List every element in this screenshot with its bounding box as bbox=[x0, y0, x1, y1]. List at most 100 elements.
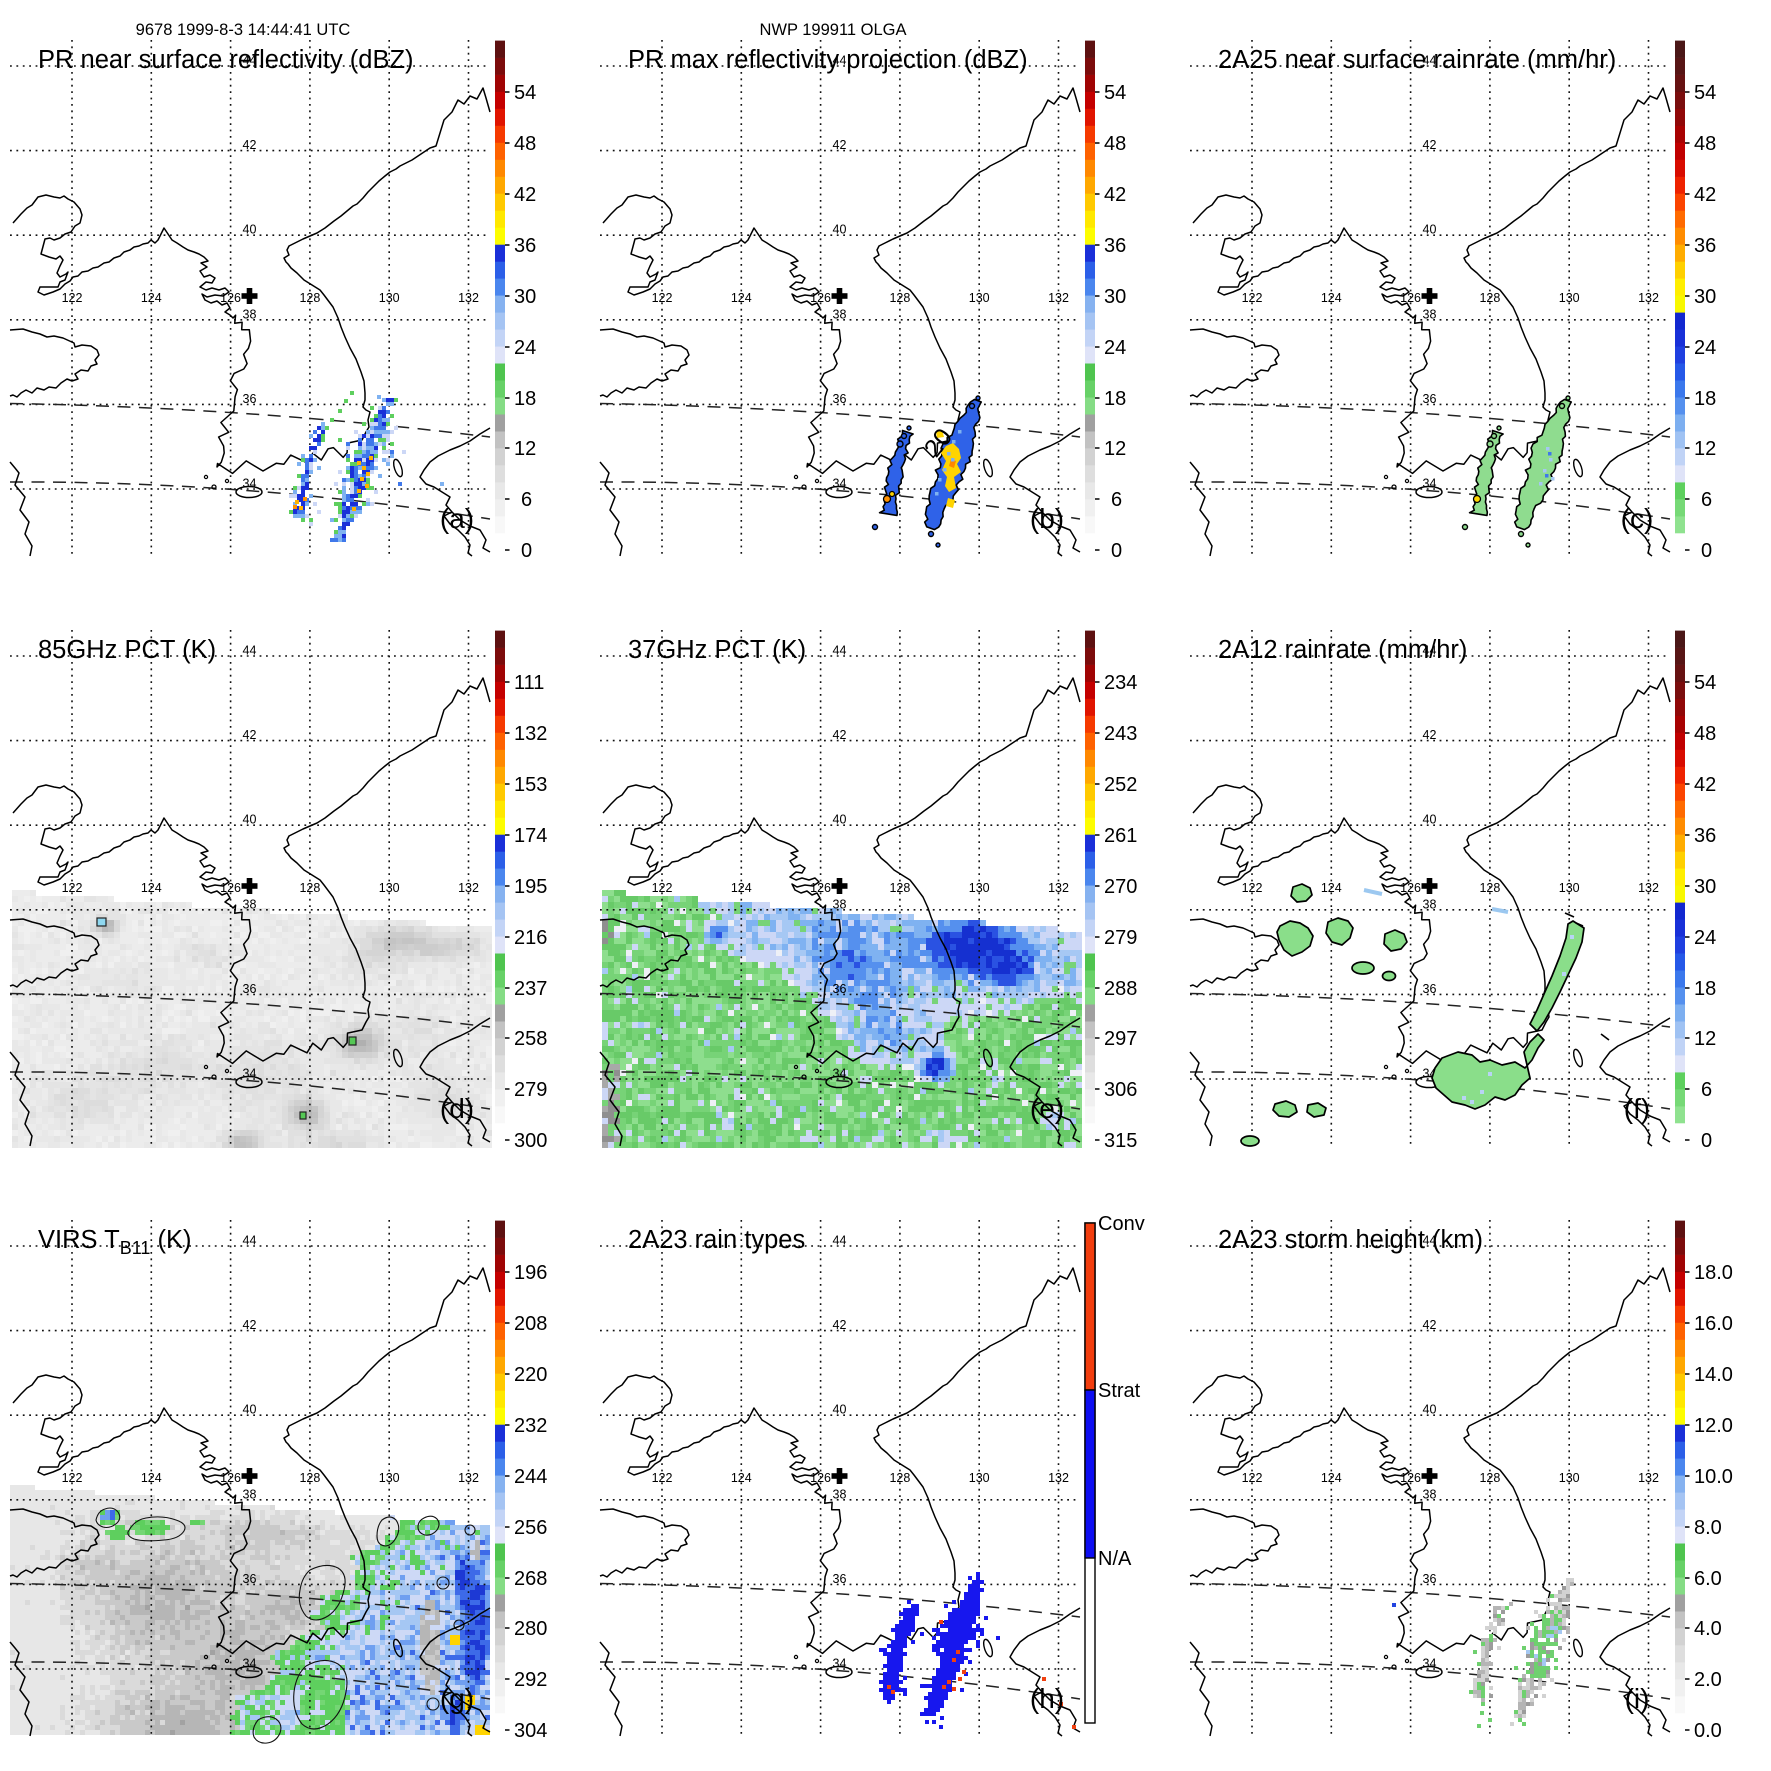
svg-text:288: 288 bbox=[1104, 978, 1137, 1000]
svg-text:42: 42 bbox=[1694, 774, 1716, 796]
svg-text:24: 24 bbox=[1694, 337, 1716, 359]
svg-text:(b): (b) bbox=[1030, 503, 1064, 534]
svg-text:54: 54 bbox=[1694, 672, 1716, 694]
svg-text:234: 234 bbox=[1104, 672, 1137, 694]
svg-text:18: 18 bbox=[514, 388, 536, 410]
svg-text:6.0: 6.0 bbox=[1694, 1568, 1722, 1590]
svg-text:6: 6 bbox=[521, 489, 532, 511]
svg-text:Strat: Strat bbox=[1098, 1380, 1141, 1402]
svg-text:0: 0 bbox=[1701, 1130, 1712, 1152]
svg-text:30: 30 bbox=[1694, 286, 1716, 308]
svg-text:18: 18 bbox=[1104, 388, 1126, 410]
svg-text:279: 279 bbox=[514, 1079, 547, 1101]
svg-text:(e): (e) bbox=[1030, 1093, 1064, 1124]
svg-text:(c): (c) bbox=[1621, 503, 1654, 534]
svg-text:252: 252 bbox=[1104, 774, 1137, 796]
svg-text:315: 315 bbox=[1104, 1130, 1137, 1152]
svg-text:10.0: 10.0 bbox=[1694, 1466, 1733, 1488]
svg-text:261: 261 bbox=[1104, 825, 1137, 847]
svg-text:30: 30 bbox=[514, 286, 536, 308]
svg-text:48: 48 bbox=[1694, 133, 1716, 155]
svg-text:280: 280 bbox=[514, 1618, 547, 1640]
svg-text:30: 30 bbox=[1694, 876, 1716, 898]
svg-text:36: 36 bbox=[1694, 235, 1716, 257]
svg-text:18: 18 bbox=[1694, 978, 1716, 1000]
svg-text:300: 300 bbox=[514, 1130, 547, 1152]
svg-text:(h): (h) bbox=[1030, 1683, 1064, 1714]
svg-text:195: 195 bbox=[514, 876, 547, 898]
svg-text:85GHz PCT (K): 85GHz PCT (K) bbox=[38, 636, 216, 664]
svg-text:270: 270 bbox=[1104, 876, 1137, 898]
svg-text:306: 306 bbox=[1104, 1079, 1137, 1101]
svg-text:VIRS TB11 (K): VIRS TB11 (K) bbox=[38, 1226, 192, 1258]
svg-text:(f): (f) bbox=[1624, 1093, 1650, 1124]
svg-text:12: 12 bbox=[1694, 1028, 1716, 1050]
svg-text:258: 258 bbox=[514, 1028, 547, 1050]
svg-text:0: 0 bbox=[521, 540, 532, 562]
svg-text:42: 42 bbox=[1694, 184, 1716, 206]
svg-text:196: 196 bbox=[514, 1262, 547, 1284]
svg-text:153: 153 bbox=[514, 774, 547, 796]
svg-text:208: 208 bbox=[514, 1313, 547, 1335]
svg-text:12: 12 bbox=[514, 438, 536, 460]
svg-text:12.0: 12.0 bbox=[1694, 1415, 1733, 1437]
svg-text:18.0: 18.0 bbox=[1694, 1262, 1733, 1284]
svg-text:6: 6 bbox=[1701, 489, 1712, 511]
svg-text:8.0: 8.0 bbox=[1694, 1517, 1722, 1539]
svg-text:(d): (d) bbox=[440, 1093, 474, 1124]
svg-text:292: 292 bbox=[514, 1669, 547, 1691]
svg-text:304: 304 bbox=[514, 1720, 547, 1742]
svg-text:NWP 199911 OLGA: NWP 199911 OLGA bbox=[759, 21, 906, 39]
svg-text:2A25 near surface rainrate (mm: 2A25 near surface rainrate (mm/hr) bbox=[1218, 46, 1616, 74]
svg-text:12: 12 bbox=[1694, 438, 1716, 460]
svg-text:2A23 rain types: 2A23 rain types bbox=[628, 1226, 805, 1254]
svg-text:24: 24 bbox=[1694, 927, 1716, 949]
svg-text:48: 48 bbox=[1694, 723, 1716, 745]
svg-text:268: 268 bbox=[514, 1568, 547, 1590]
svg-text:0: 0 bbox=[1701, 540, 1712, 562]
svg-text:2.0: 2.0 bbox=[1694, 1669, 1722, 1691]
svg-text:0.0: 0.0 bbox=[1694, 1720, 1722, 1742]
svg-text:6: 6 bbox=[1701, 1079, 1712, 1101]
svg-text:232: 232 bbox=[514, 1415, 547, 1437]
svg-text:(g): (g) bbox=[440, 1683, 474, 1714]
svg-text:Conv: Conv bbox=[1098, 1213, 1145, 1235]
svg-text:PR max reflectivity projection: PR max reflectivity projection (dBZ) bbox=[628, 46, 1028, 74]
svg-text:48: 48 bbox=[514, 133, 536, 155]
svg-text:111: 111 bbox=[514, 672, 544, 694]
svg-text:24: 24 bbox=[514, 337, 536, 359]
svg-text:279: 279 bbox=[1104, 927, 1137, 949]
svg-text:216: 216 bbox=[514, 927, 547, 949]
svg-text:14.0: 14.0 bbox=[1694, 1364, 1733, 1386]
svg-text:(a): (a) bbox=[440, 503, 474, 534]
svg-text:4.0: 4.0 bbox=[1694, 1618, 1722, 1640]
svg-text:36: 36 bbox=[514, 235, 536, 257]
svg-text:37GHz PCT (K): 37GHz PCT (K) bbox=[628, 636, 806, 664]
svg-text:6: 6 bbox=[1111, 489, 1122, 511]
svg-text:9678 1999-8-3 14:44:41 UTC: 9678 1999-8-3 14:44:41 UTC bbox=[136, 21, 351, 39]
svg-text:220: 220 bbox=[514, 1364, 547, 1386]
svg-text:54: 54 bbox=[1104, 82, 1126, 104]
svg-text:54: 54 bbox=[514, 82, 536, 104]
svg-text:243: 243 bbox=[1104, 723, 1137, 745]
svg-text:PR near surface reflectivity (: PR near surface reflectivity (dBZ) bbox=[38, 46, 414, 74]
svg-text:24: 24 bbox=[1104, 337, 1126, 359]
svg-text:174: 174 bbox=[514, 825, 547, 847]
svg-text:2A12 rainrate (mm/hr): 2A12 rainrate (mm/hr) bbox=[1218, 636, 1467, 664]
svg-text:54: 54 bbox=[1694, 82, 1716, 104]
svg-text:0: 0 bbox=[1111, 540, 1122, 562]
svg-text:256: 256 bbox=[514, 1517, 547, 1539]
svg-text:48: 48 bbox=[1104, 133, 1126, 155]
svg-text:244: 244 bbox=[514, 1466, 547, 1488]
svg-text:36: 36 bbox=[1104, 235, 1126, 257]
svg-text:2A23 storm height (km): 2A23 storm height (km) bbox=[1218, 1226, 1483, 1254]
svg-text:N/A: N/A bbox=[1098, 1548, 1132, 1570]
svg-text:18: 18 bbox=[1694, 388, 1716, 410]
svg-text:132: 132 bbox=[514, 723, 547, 745]
svg-text:30: 30 bbox=[1104, 286, 1126, 308]
svg-text:12: 12 bbox=[1104, 438, 1126, 460]
svg-text:42: 42 bbox=[514, 184, 536, 206]
svg-text:(i): (i) bbox=[1625, 1683, 1650, 1714]
svg-text:42: 42 bbox=[1104, 184, 1126, 206]
svg-text:297: 297 bbox=[1104, 1028, 1137, 1050]
